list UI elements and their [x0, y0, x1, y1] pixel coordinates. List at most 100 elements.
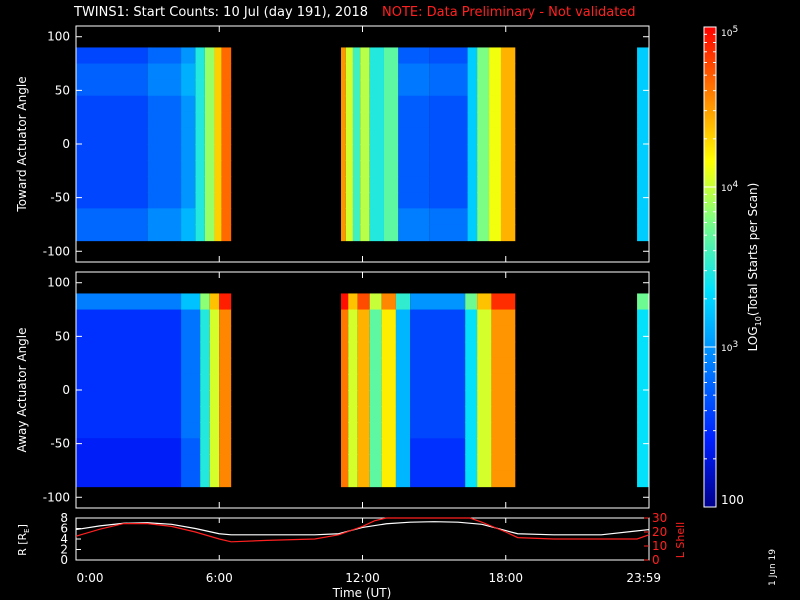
heatmap-cell — [181, 454, 201, 472]
heatmap-cell — [369, 224, 384, 242]
heatmap-cell — [410, 438, 466, 455]
heatmap-cell — [341, 79, 346, 97]
heatmap-cell — [147, 224, 182, 242]
heatmap-cell — [357, 293, 370, 311]
heatmap-cell — [637, 470, 649, 488]
heatmap-cell — [147, 111, 182, 129]
heatmap-cell — [383, 63, 399, 81]
heatmap-cell — [369, 438, 382, 455]
y-tick-label: 0 — [62, 137, 70, 151]
heatmap-cell — [209, 422, 220, 439]
heatmap-cell — [477, 192, 490, 209]
heatmap-cell — [477, 63, 490, 81]
heatmap-cell — [491, 293, 516, 311]
heatmap-cell — [204, 144, 215, 161]
heatmap-cell — [345, 95, 353, 113]
heatmap-cell — [147, 47, 182, 65]
heatmap-cell — [76, 63, 148, 81]
heatmap-cell — [352, 111, 361, 129]
heatmap-cell — [489, 79, 501, 97]
heatmap-cell — [637, 111, 649, 129]
heatmap-cell — [637, 438, 649, 455]
heatmap-cell — [360, 160, 370, 177]
heatmap-cell — [195, 160, 205, 177]
heatmap-cell — [477, 208, 490, 226]
heatmap-cell — [381, 390, 396, 407]
heatmap-cell — [398, 111, 430, 129]
heatmap-cell — [477, 293, 492, 311]
heatmap-cell — [360, 127, 370, 145]
heatmap-cell — [204, 192, 215, 209]
heatmap-cell — [637, 341, 649, 359]
heatmap-cell — [637, 144, 649, 161]
heatmap-cell — [381, 373, 396, 391]
heatmap-cell — [357, 373, 370, 391]
heatmap-cell — [637, 325, 649, 343]
heatmap-cell — [352, 160, 361, 177]
heatmap-cell — [76, 208, 148, 226]
heatmap-cell — [383, 208, 399, 226]
colorbar-tick-exp: 5 — [732, 25, 738, 35]
heatmap-cell — [352, 144, 361, 161]
heatmap-cell — [345, 111, 353, 129]
colorbar-tick-label: 105 — [721, 25, 738, 39]
heatmap-cell — [465, 454, 478, 472]
heatmap-cell — [477, 325, 492, 343]
heatmap-cell — [477, 95, 490, 113]
heatmap-cell — [219, 357, 232, 375]
heatmap-cell — [360, 176, 370, 193]
heatmap-cell — [76, 160, 148, 177]
heatmap-cell — [465, 390, 478, 407]
heatmap-cell — [637, 390, 649, 407]
heatmap-cell — [209, 293, 220, 311]
heatmap-cell — [477, 176, 490, 193]
heatmap-cell — [221, 224, 232, 242]
heatmap-cell — [500, 208, 516, 226]
heatmap-cell — [341, 470, 349, 488]
heatmap-cell — [352, 208, 361, 226]
heatmap-cell — [410, 341, 466, 359]
chart-title: TWINS1: Start Counts: 10 Jul (day 191), … — [74, 5, 636, 20]
heatmap-cell — [76, 127, 148, 145]
orbit-left-tick-label: 6 — [60, 522, 68, 536]
heatmap-cell — [147, 79, 182, 97]
heatmap-cell — [477, 79, 490, 97]
heatmap-cell — [477, 127, 490, 145]
y-tick-label: 100 — [47, 276, 70, 290]
heatmap-cell — [200, 406, 210, 423]
heatmap-cell — [489, 95, 501, 113]
colorbar-bar — [703, 26, 717, 508]
heatmap-cell — [341, 208, 346, 226]
heatmap-cell — [200, 309, 210, 327]
heatmap-cell — [200, 373, 210, 391]
heatmap-cell — [357, 341, 370, 359]
heatmap-cell — [209, 309, 220, 327]
heatmap-cell — [348, 470, 358, 488]
heatmap-cell — [429, 63, 468, 81]
heatmap-cell — [147, 144, 182, 161]
colorbar-label-rest: (Total Starts per Scan) — [746, 183, 760, 317]
heatmap-cell — [76, 192, 148, 209]
x-tick-label: 12:00 — [345, 571, 380, 585]
heatmap-cell — [383, 160, 399, 177]
heatmap-cell — [204, 47, 215, 65]
heatmap-cell — [369, 208, 384, 226]
heatmap-cell — [221, 111, 232, 129]
heatmap-cell — [383, 95, 399, 113]
colorbar-label-sub: 10 — [754, 316, 763, 326]
orbit-right-tick-label: 30 — [652, 511, 667, 525]
heatmap-cell — [345, 63, 353, 81]
heatmap-cell — [429, 95, 468, 113]
heatmap-cell — [395, 341, 411, 359]
heatmap-cell — [637, 63, 649, 81]
heatmap-cell — [369, 390, 382, 407]
heatmap-cell — [398, 63, 430, 81]
heatmap-cell — [500, 192, 516, 209]
heatmap-cell — [491, 470, 516, 488]
heatmap-cell — [467, 192, 478, 209]
heatmap-cell — [381, 422, 396, 439]
heatmap-cell — [345, 79, 353, 97]
heatmap-cell — [467, 111, 478, 129]
heatmap-cell — [467, 47, 478, 65]
